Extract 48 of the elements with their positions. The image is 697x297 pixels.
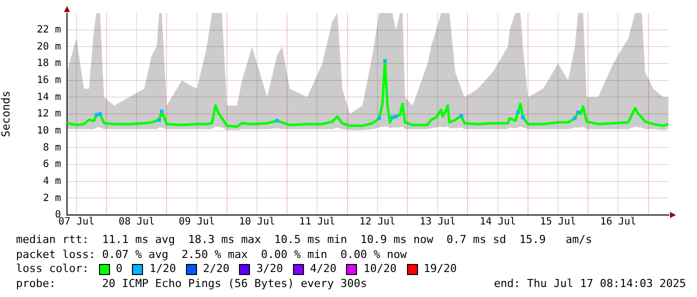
point <box>275 118 279 122</box>
point <box>98 112 102 116</box>
legend-label: 1/20 <box>149 262 176 276</box>
legend-label: 0 <box>116 262 122 276</box>
text: packet loss: 0.07 % avg 2.50 % max 0.00 % min 0.00 % now <box>16 248 408 262</box>
y-tick-label: 8 m <box>42 142 61 154</box>
legend-label: 3/20 <box>256 262 283 276</box>
x-tick-label: 08 Jul <box>118 216 155 228</box>
y-tick-label: 20 m <box>36 41 61 52</box>
point <box>521 116 525 120</box>
text: probe: 20 ICMP Echo Pings (56 Bytes) every 300s <box>16 276 367 290</box>
x-tick-label: 10 Jul <box>238 216 276 228</box>
point <box>573 116 577 120</box>
point <box>394 114 398 118</box>
point <box>459 114 463 118</box>
point <box>383 59 387 63</box>
y-tick-label: 16 m <box>36 74 61 86</box>
legend-title: loss color: <box>16 262 89 275</box>
y-tick-label: 10 m <box>36 125 61 136</box>
x-tick-label: 14 Jul <box>480 216 516 228</box>
x-tick-label: 09 Jul <box>178 216 215 228</box>
text: median rtt: 11.1 ms avg 18.3 ms max 10.5 ms min 10.9 ms now 0.7 ms sd 15.9 am/s <box>16 233 594 248</box>
point <box>157 118 161 122</box>
x-tick-label: 15 Jul <box>540 216 576 228</box>
y-tick-label: 14 m <box>36 92 61 103</box>
y-tick-label: 6 m <box>42 159 61 170</box>
y-tick-label: 4 m <box>42 176 61 187</box>
point <box>160 110 164 114</box>
point <box>576 110 580 114</box>
text: end: Thu Jul 17 08:14:03 2025 <box>494 276 686 291</box>
legend-label: 19/20 <box>424 262 457 276</box>
point <box>94 113 98 117</box>
x-tick-label: 11 Jul <box>299 216 336 228</box>
x-tick-label: 07 Jul <box>58 216 95 228</box>
y-tick-label: 22 m <box>36 24 61 36</box>
legend-label: 10/20 <box>363 262 397 276</box>
y-axis-title: Seconds <box>0 90 12 138</box>
point <box>377 116 381 120</box>
x-tick-label: 16 Jul <box>600 216 636 228</box>
x-tick-label: 12 Jul <box>359 216 396 228</box>
y-tick-label: 12 m <box>36 108 61 120</box>
legend-label: 4/20 <box>310 262 336 276</box>
y-tick-label: 18 m <box>36 58 61 70</box>
point <box>516 110 520 114</box>
point <box>390 116 394 120</box>
x-tick-label: 13 Jul <box>420 216 456 228</box>
y-tick-label: 2 m <box>42 192 61 204</box>
legend-label: 2/20 <box>202 262 230 276</box>
